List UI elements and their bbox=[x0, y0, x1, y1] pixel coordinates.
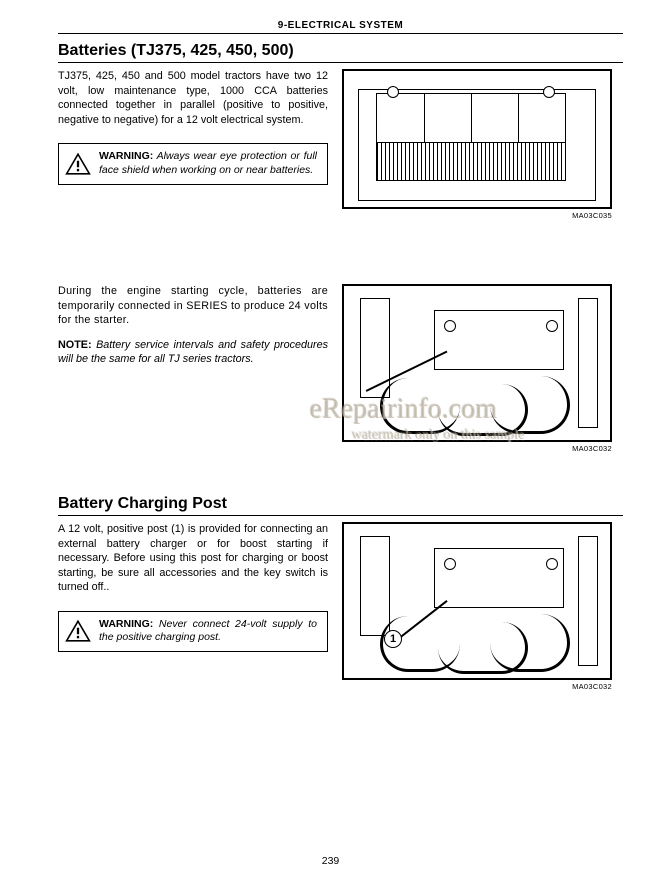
section1-paragraph: TJ375, 425, 450 and 500 model tractors h… bbox=[58, 69, 328, 127]
section2-row: During the engine starting cycle, batter… bbox=[58, 284, 623, 453]
callout-1: 1 bbox=[384, 630, 402, 648]
figure-compartment-2: 1 bbox=[342, 522, 612, 680]
section3-text-col: A 12 volt, positive post (1) is provided… bbox=[58, 522, 328, 691]
section2-paragraph: During the engine starting cycle, batter… bbox=[58, 284, 328, 328]
warning-box-batteries: WARNING: Always wear eye protection or f… bbox=[58, 143, 328, 184]
section3-paragraph: A 12 volt, positive post (1) is provided… bbox=[58, 522, 328, 595]
figure-label-2: MA03C032 bbox=[342, 444, 612, 453]
figure-label-3: MA03C032 bbox=[342, 682, 612, 691]
section3-figure-col: 1 MA03C032 bbox=[342, 522, 623, 691]
section2-text-col: During the engine starting cycle, batter… bbox=[58, 284, 328, 453]
manual-page: 9-ELECTRICAL SYSTEM Batteries (TJ375, 42… bbox=[0, 0, 661, 873]
figure-label-1: MA03C035 bbox=[342, 211, 612, 220]
section-title-batteries: Batteries (TJ375, 425, 450, 500) bbox=[58, 42, 623, 63]
warning-text-2: WARNING: Never connect 24-volt supply to… bbox=[99, 618, 317, 645]
warning-triangle-icon bbox=[65, 152, 91, 176]
section1-text-col: TJ375, 425, 450 and 500 model tractors h… bbox=[58, 69, 328, 220]
figure-battery bbox=[342, 69, 612, 209]
page-header: 9-ELECTRICAL SYSTEM bbox=[58, 20, 623, 34]
figure-compartment-1 bbox=[342, 284, 612, 442]
warning-text: WARNING: Always wear eye protection or f… bbox=[99, 150, 317, 177]
section2-note: NOTE: Battery service intervals and safe… bbox=[58, 338, 328, 367]
section1-figure-col: MA03C035 bbox=[342, 69, 623, 220]
note-label: NOTE: bbox=[58, 339, 92, 351]
section-title-charging: Battery Charging Post bbox=[58, 495, 623, 516]
section1-row: TJ375, 425, 450 and 500 model tractors h… bbox=[58, 69, 623, 220]
warning-label: WARNING: bbox=[99, 150, 153, 162]
section2-figure-col: MA03C032 bbox=[342, 284, 623, 453]
note-body: Battery service intervals and safety pro… bbox=[58, 339, 328, 366]
section3-row: A 12 volt, positive post (1) is provided… bbox=[58, 522, 623, 691]
page-number: 239 bbox=[0, 855, 661, 867]
warning-box-charging: WARNING: Never connect 24-volt supply to… bbox=[58, 611, 328, 652]
warning-label-2: WARNING: bbox=[99, 618, 153, 630]
warning-triangle-icon-2 bbox=[65, 619, 91, 643]
